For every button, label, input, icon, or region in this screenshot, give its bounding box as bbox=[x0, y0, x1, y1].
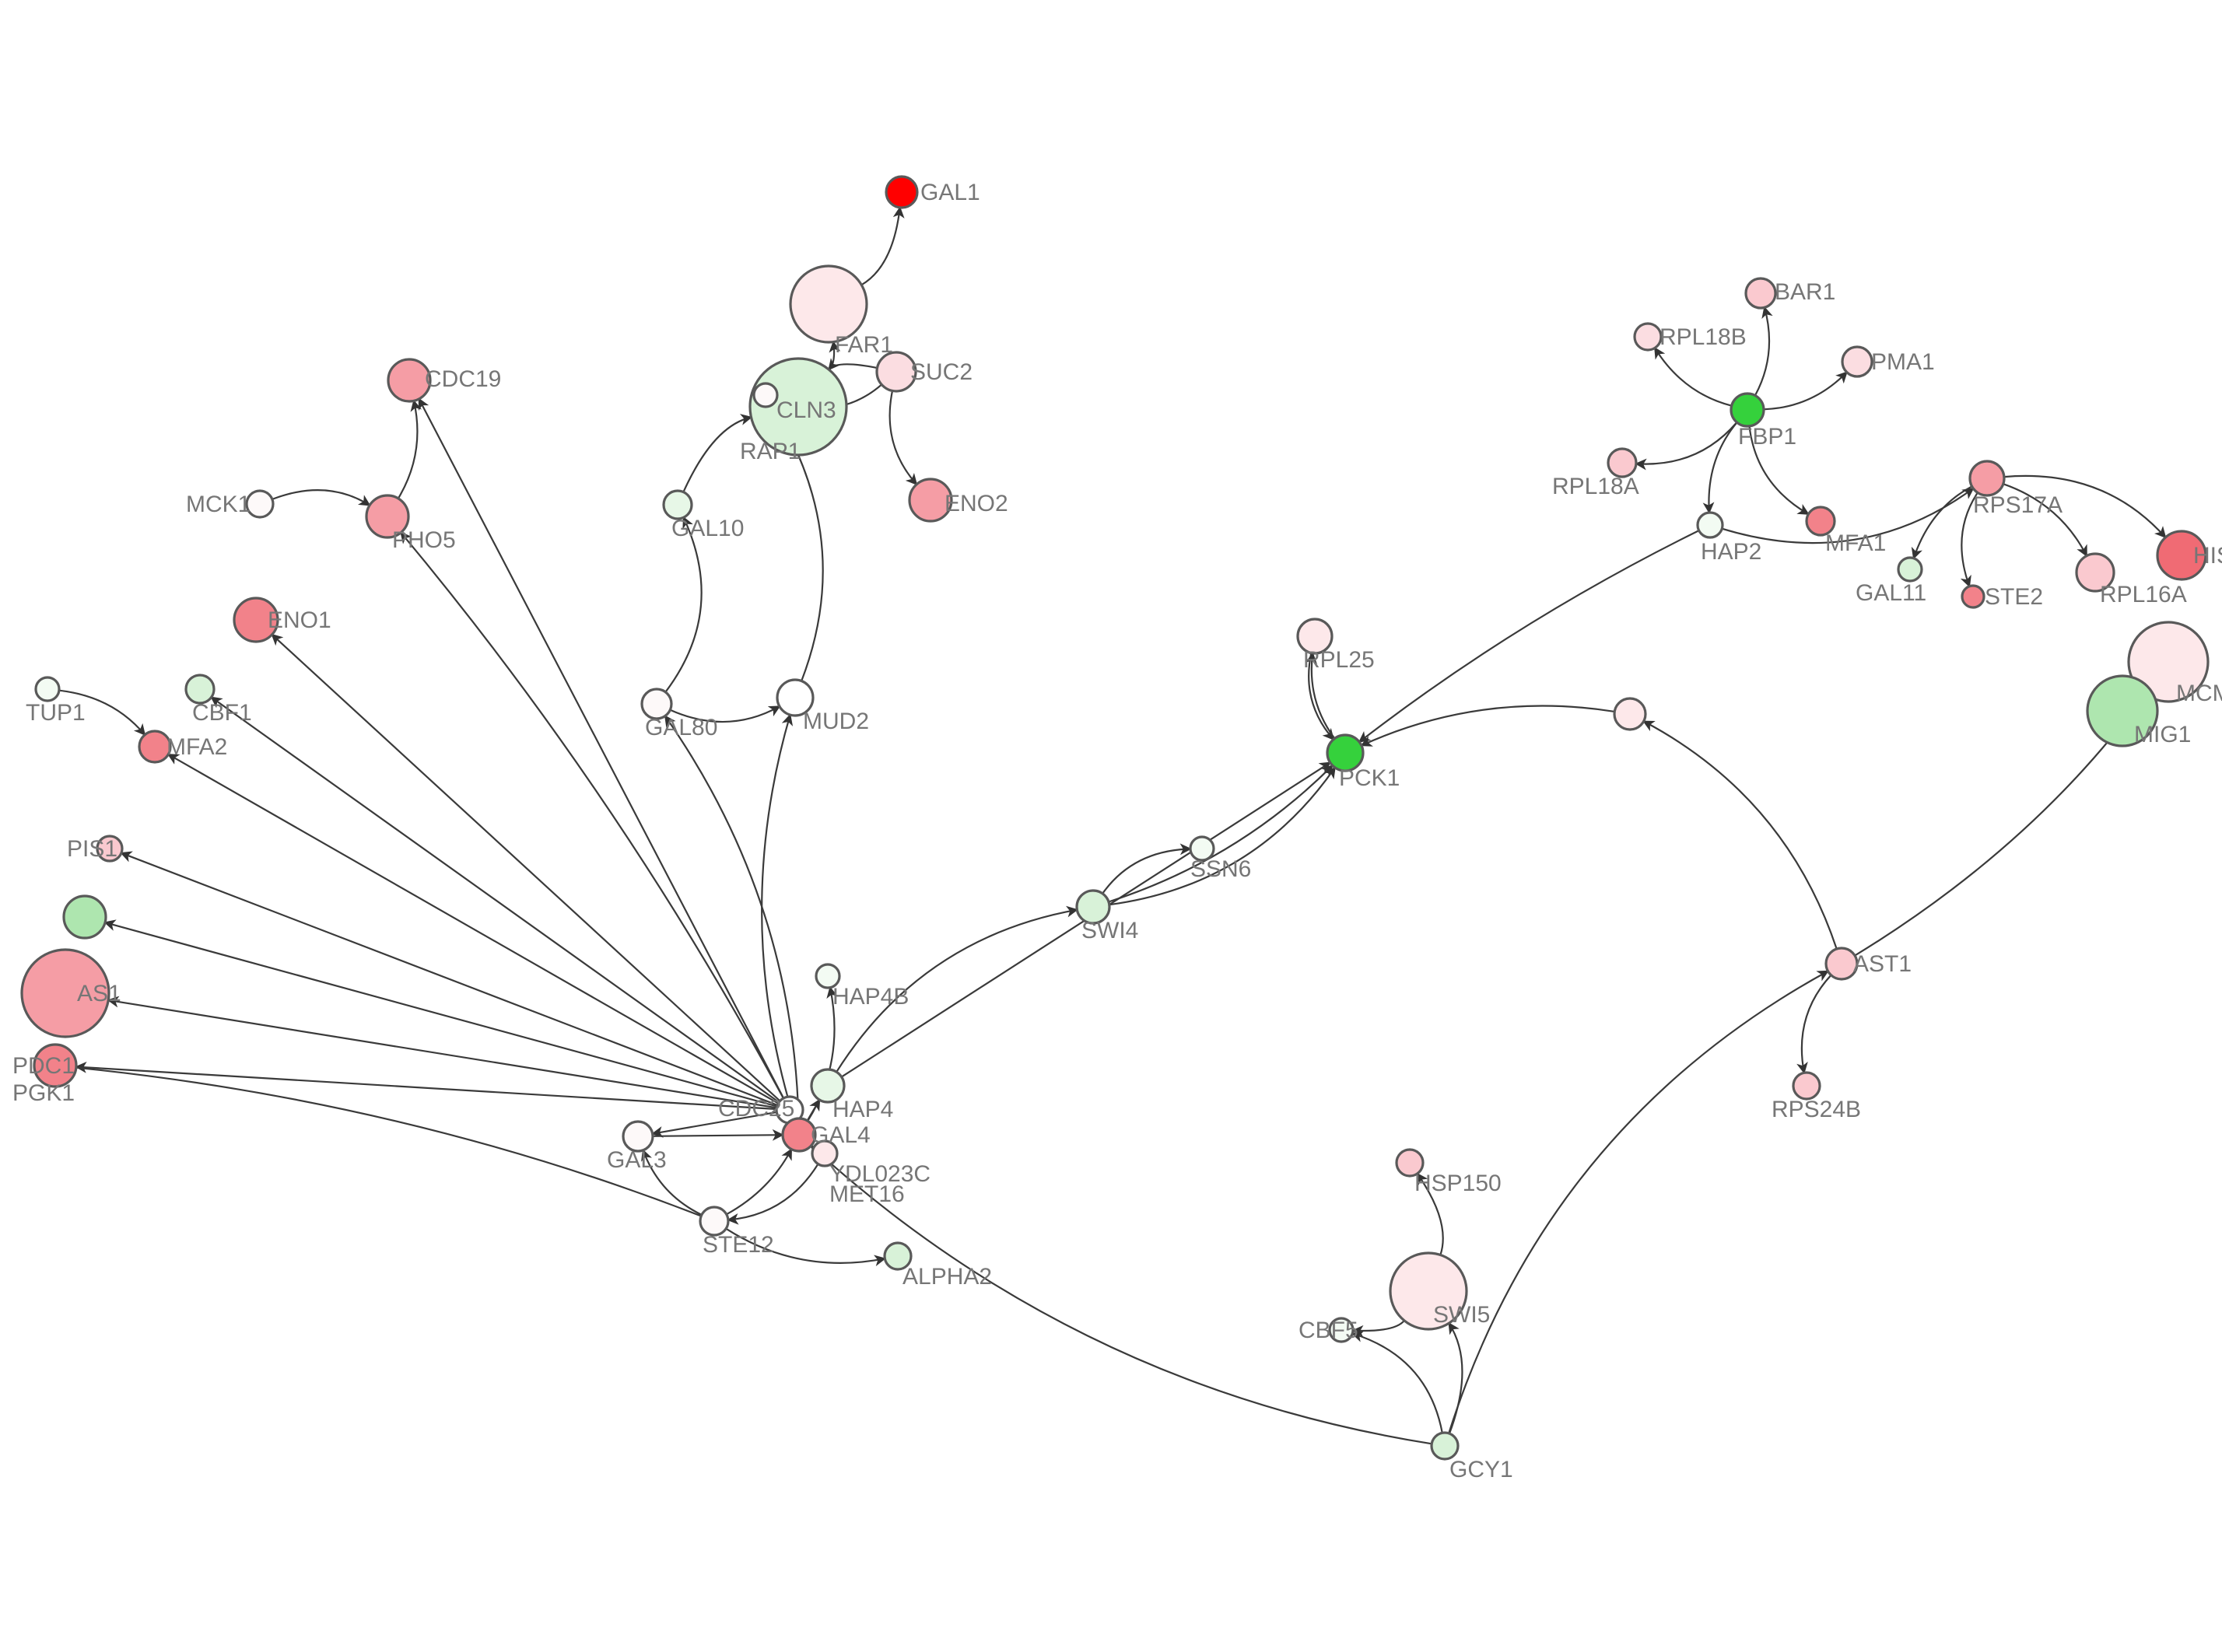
svg-text:ENO1: ENO1 bbox=[268, 607, 331, 633]
svg-text:FBP1: FBP1 bbox=[1738, 424, 1796, 450]
svg-text:GAL4: GAL4 bbox=[811, 1122, 871, 1148]
svg-text:AST1: AST1 bbox=[1853, 951, 1912, 977]
svg-text:ENO2: ENO2 bbox=[945, 491, 1008, 516]
svg-text:PIS1: PIS1 bbox=[67, 836, 117, 862]
svg-text:GAL1: GAL1 bbox=[920, 180, 980, 205]
svg-text:SWI5: SWI5 bbox=[1433, 1302, 1490, 1328]
svg-text:MFA1: MFA1 bbox=[1825, 530, 1886, 556]
svg-text:RPL25: RPL25 bbox=[1303, 647, 1375, 673]
svg-text:RPS17A: RPS17A bbox=[1973, 492, 2063, 518]
svg-text:CDC19: CDC19 bbox=[425, 366, 501, 392]
svg-text:HAP4: HAP4 bbox=[832, 1097, 893, 1122]
svg-text:ALPHA2: ALPHA2 bbox=[902, 1264, 992, 1290]
svg-text:RPS24B: RPS24B bbox=[1772, 1097, 1861, 1122]
svg-text:SUC2: SUC2 bbox=[910, 359, 973, 385]
svg-text:MIG1: MIG1 bbox=[2134, 722, 2191, 747]
svg-text:GCY1: GCY1 bbox=[1449, 1457, 1513, 1482]
svg-text:MET16: MET16 bbox=[829, 1181, 905, 1207]
svg-text:GAL3: GAL3 bbox=[607, 1147, 667, 1173]
svg-text:RPL18A: RPL18A bbox=[1552, 474, 1639, 499]
svg-text:STE12: STE12 bbox=[703, 1232, 774, 1258]
svg-text:MCK1: MCK1 bbox=[186, 492, 251, 517]
svg-text:BAR1: BAR1 bbox=[1775, 279, 1835, 305]
svg-text:HSP150: HSP150 bbox=[1414, 1171, 1502, 1196]
svg-text:CBF1: CBF1 bbox=[192, 700, 252, 726]
svg-text:TUP1: TUP1 bbox=[26, 700, 86, 726]
svg-text:PHO5: PHO5 bbox=[392, 527, 456, 553]
svg-text:GAL80: GAL80 bbox=[645, 715, 717, 740]
svg-text:STE2: STE2 bbox=[1985, 584, 2043, 610]
svg-text:MFA2: MFA2 bbox=[166, 734, 227, 760]
svg-text:AS1: AS1 bbox=[77, 981, 121, 1006]
svg-text:PCK1: PCK1 bbox=[1339, 765, 1400, 791]
svg-text:GAL10: GAL10 bbox=[671, 516, 744, 541]
svg-text:CDC25: CDC25 bbox=[718, 1096, 794, 1122]
svg-text:MUD2: MUD2 bbox=[803, 709, 869, 734]
svg-text:FAR1: FAR1 bbox=[835, 332, 893, 358]
svg-text:CLN3: CLN3 bbox=[776, 397, 836, 423]
svg-text:RAP1: RAP1 bbox=[740, 439, 801, 464]
svg-text:RPL18B: RPL18B bbox=[1659, 324, 1747, 350]
svg-text:HIS4: HIS4 bbox=[2193, 543, 2222, 569]
svg-text:PDC1: PDC1 bbox=[12, 1053, 75, 1079]
svg-text:SSN6: SSN6 bbox=[1190, 856, 1251, 882]
svg-text:PMA1: PMA1 bbox=[1871, 349, 1935, 375]
svg-text:SWI4: SWI4 bbox=[1081, 918, 1138, 943]
svg-text:HAP2: HAP2 bbox=[1701, 539, 1761, 565]
svg-text:PGK1: PGK1 bbox=[12, 1080, 75, 1106]
svg-text:CBF5: CBF5 bbox=[1299, 1318, 1358, 1343]
svg-text:MCM1: MCM1 bbox=[2176, 681, 2222, 706]
svg-text:RPL16A: RPL16A bbox=[2100, 582, 2187, 607]
svg-text:HAP4B: HAP4B bbox=[832, 984, 909, 1010]
svg-text:GAL11: GAL11 bbox=[1856, 580, 1926, 606]
